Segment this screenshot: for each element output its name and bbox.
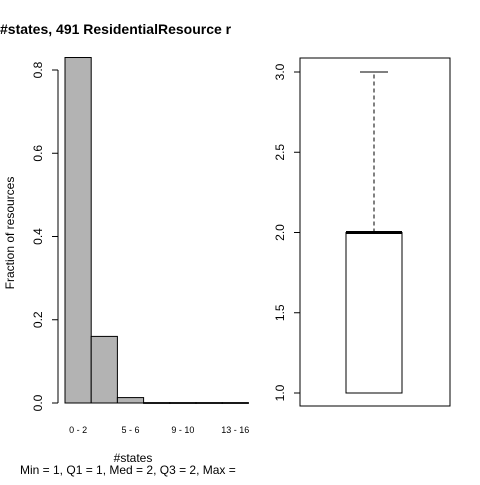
bar-3-4: [90, 335, 118, 404]
box-y-tick-label: 1.5: [273, 304, 287, 321]
y-tick-label: 0.2: [31, 311, 45, 328]
y-tick-label: 0.8: [31, 61, 45, 78]
bar-9-10: [169, 402, 197, 404]
summary-stats: Min = 1, Q1 = 1, Med = 2, Q3 = 2, Max =: [20, 463, 236, 477]
y-tick-label: 0.4: [31, 228, 45, 245]
box-y-tick-label: 3.0: [273, 63, 287, 80]
x-category-label: 9 - 10: [171, 425, 194, 435]
bar-7-8: [143, 402, 171, 404]
y-axis-label: Fraction of resources: [3, 177, 17, 290]
x-category-label: 13 - 16: [221, 425, 249, 435]
bar-13-16: [221, 402, 249, 404]
boxplot-panel: 1.0 1.5 2.0 2.5 3.0: [273, 57, 451, 407]
x-category-label: 0 - 2: [69, 425, 87, 435]
box-y-tick-label: 2.5: [273, 144, 287, 161]
x-axis-label: #states: [114, 451, 153, 465]
x-category-label: 5 - 6: [121, 425, 139, 435]
y-tick-label: 0.0: [31, 394, 45, 411]
y-tick-label: 0.6: [31, 145, 45, 162]
box-y-tick-label: 2.0: [273, 224, 287, 241]
chart-title: #states, 491 ResidentialResource r: [0, 21, 232, 37]
bar-5-6: [116, 397, 145, 404]
box-iqr: [345, 232, 403, 394]
bar-0-2: [64, 57, 92, 404]
bar-11-12: [195, 402, 223, 404]
histogram-panel: 0.0 0.2 0.4 0.6 0.8 0 - 2 5 - 6 9 - 10 13 - 16: [31, 57, 249, 435]
box-y-tick-label: 1.0: [273, 384, 287, 401]
